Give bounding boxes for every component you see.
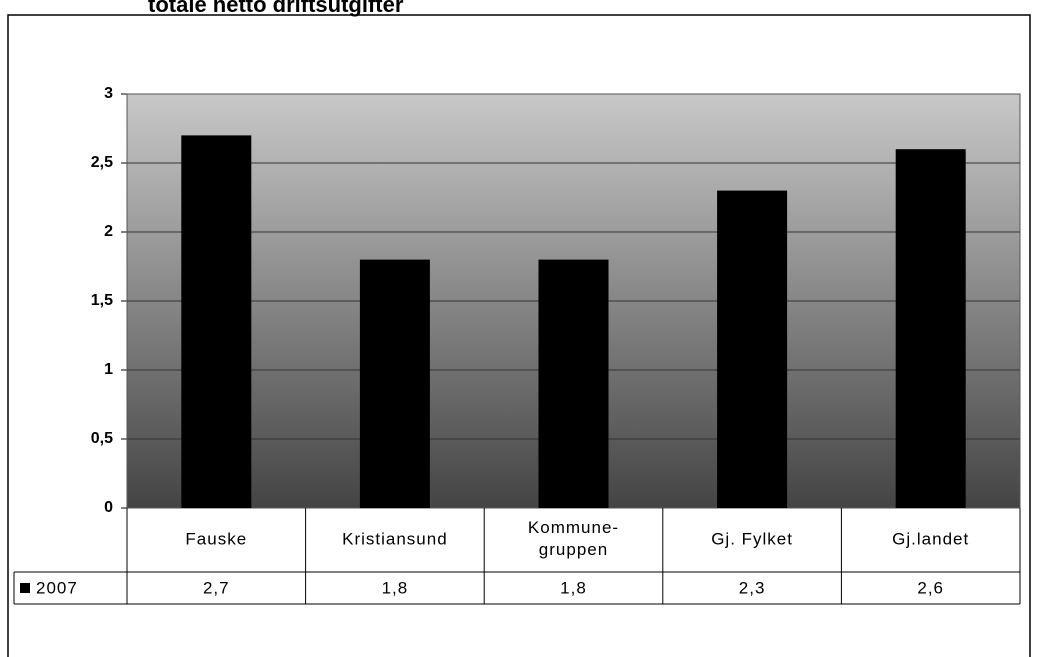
value-label: 2,6 bbox=[917, 578, 944, 597]
value-label: 1,8 bbox=[382, 578, 409, 597]
x-tick-label: Gj. Fylket bbox=[711, 529, 793, 548]
legend-label: 2007 bbox=[36, 578, 78, 597]
bar bbox=[895, 149, 966, 508]
chart-title: totale netto driftsutgifter bbox=[148, 0, 404, 17]
x-tick-label: Kristiansund bbox=[342, 529, 448, 548]
y-tick-label: 1,5 bbox=[91, 292, 113, 309]
x-tick-label: Kommune-gruppen bbox=[528, 518, 619, 559]
y-tick-label: 0 bbox=[104, 499, 113, 516]
bar bbox=[538, 259, 609, 508]
x-tick-label: Fauske bbox=[185, 529, 247, 548]
x-tick-label: Gj.landet bbox=[892, 529, 969, 548]
value-label: 2,7 bbox=[203, 578, 230, 597]
y-tick-label: 1 bbox=[104, 361, 113, 378]
value-label: 1,8 bbox=[560, 578, 587, 597]
y-tick-label: 2 bbox=[104, 223, 113, 240]
y-tick-label: 0,5 bbox=[91, 430, 113, 447]
y-tick-label: 2,5 bbox=[91, 154, 113, 171]
bar bbox=[359, 259, 430, 508]
value-label: 2,3 bbox=[739, 578, 766, 597]
y-tick-label: 3 bbox=[104, 85, 113, 102]
bar bbox=[181, 135, 252, 508]
frame bbox=[7, 14, 1031, 657]
bar bbox=[717, 190, 788, 508]
legend-swatch bbox=[20, 583, 30, 593]
